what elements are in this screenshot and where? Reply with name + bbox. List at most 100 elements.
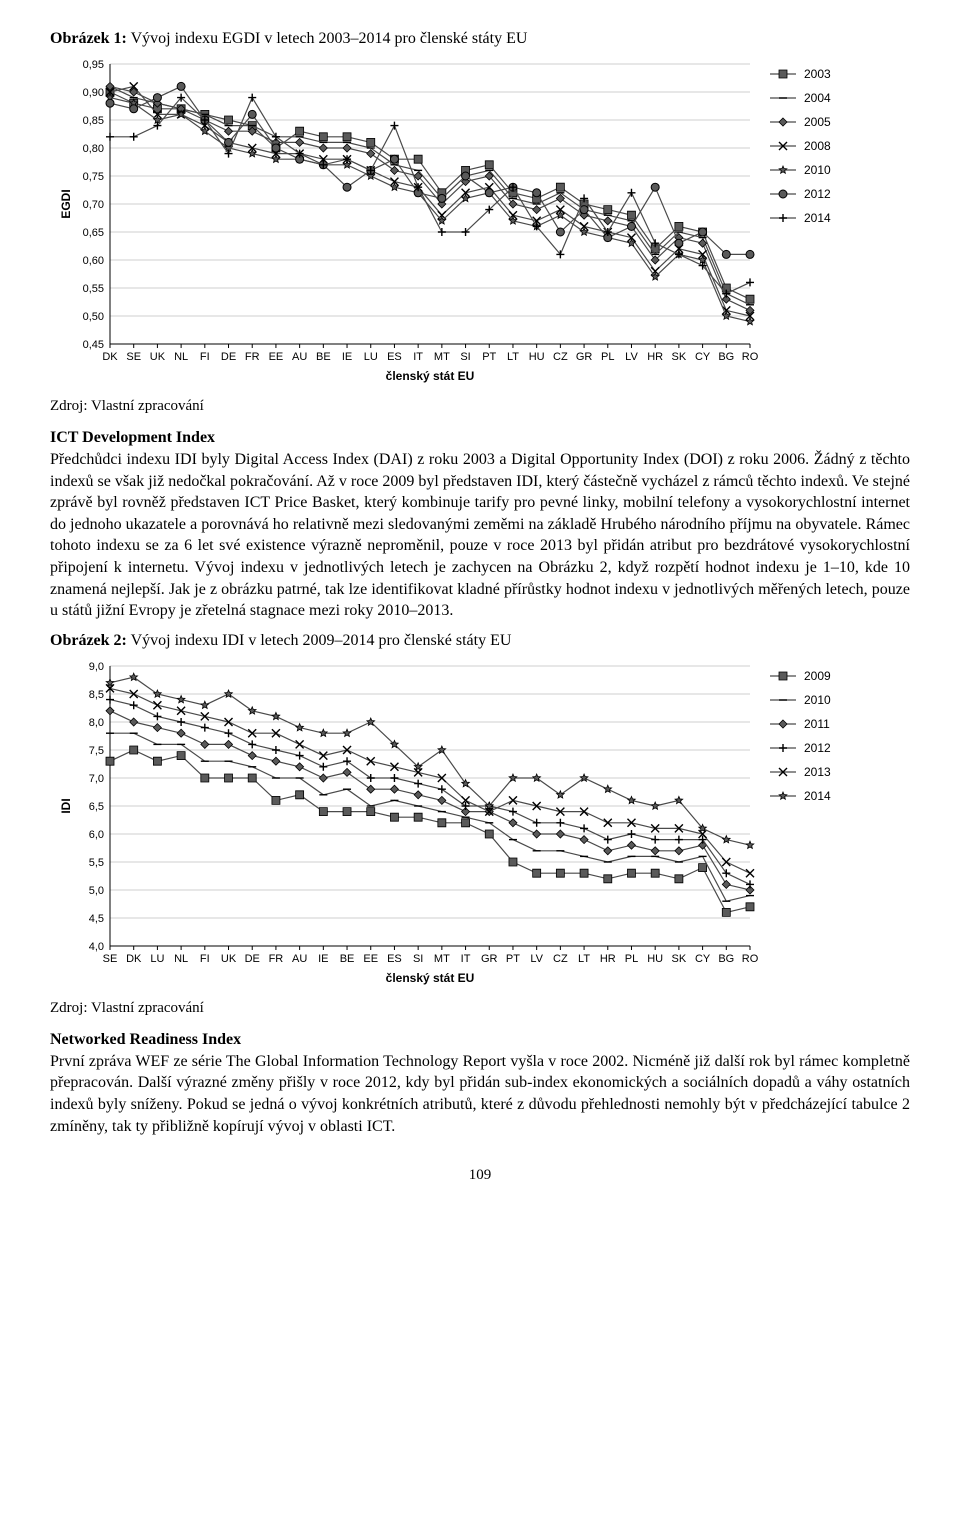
svg-text:LV: LV bbox=[625, 351, 638, 363]
svg-text:BG: BG bbox=[718, 953, 734, 965]
fig2-source: Zdroj: Vlastní zpracování bbox=[50, 1000, 910, 1017]
svg-text:HU: HU bbox=[529, 351, 545, 363]
fig2-caption: Obrázek 2: Vývoj indexu IDI v letech 200… bbox=[50, 632, 910, 650]
svg-text:0,70: 0,70 bbox=[83, 199, 104, 211]
svg-text:2010: 2010 bbox=[804, 163, 831, 177]
svg-text:PT: PT bbox=[506, 953, 520, 965]
svg-text:IE: IE bbox=[318, 953, 328, 965]
svg-text:RO: RO bbox=[742, 351, 759, 363]
svg-text:7,5: 7,5 bbox=[89, 745, 104, 757]
svg-text:7,0: 7,0 bbox=[89, 773, 104, 785]
svg-text:SE: SE bbox=[103, 953, 118, 965]
svg-text:PL: PL bbox=[601, 351, 614, 363]
svg-text:DK: DK bbox=[102, 351, 118, 363]
svg-text:LU: LU bbox=[150, 953, 164, 965]
svg-text:2011: 2011 bbox=[804, 717, 830, 731]
section1-heading: ICT Development Index bbox=[50, 429, 910, 447]
svg-text:ES: ES bbox=[387, 953, 402, 965]
svg-text:FI: FI bbox=[200, 351, 210, 363]
svg-text:SI: SI bbox=[460, 351, 470, 363]
svg-text:IDI: IDI bbox=[59, 798, 73, 813]
svg-text:2012: 2012 bbox=[804, 187, 831, 201]
svg-text:2009: 2009 bbox=[804, 669, 831, 683]
page-number: 109 bbox=[50, 1167, 910, 1184]
svg-text:UK: UK bbox=[150, 351, 166, 363]
svg-text:CY: CY bbox=[695, 953, 711, 965]
svg-text:SE: SE bbox=[126, 351, 141, 363]
svg-text:2008: 2008 bbox=[804, 139, 831, 153]
fig2-chart-container: 4,04,55,05,56,06,57,07,58,08,59,0SEDKLUN… bbox=[50, 656, 870, 996]
svg-text:2003: 2003 bbox=[804, 67, 831, 81]
svg-text:4,5: 4,5 bbox=[89, 913, 104, 925]
svg-text:HR: HR bbox=[600, 953, 616, 965]
svg-text:2012: 2012 bbox=[804, 741, 831, 755]
svg-text:2014: 2014 bbox=[804, 789, 831, 803]
svg-text:0,55: 0,55 bbox=[83, 283, 104, 295]
svg-text:0,75: 0,75 bbox=[83, 171, 104, 183]
svg-text:GR: GR bbox=[576, 351, 593, 363]
section2-heading: Networked Readiness Index bbox=[50, 1031, 910, 1049]
fig1-chart: 0,450,500,550,600,650,700,750,800,850,90… bbox=[50, 54, 870, 394]
svg-text:BG: BG bbox=[718, 351, 734, 363]
svg-text:0,50: 0,50 bbox=[83, 311, 104, 323]
svg-text:ES: ES bbox=[387, 351, 402, 363]
svg-text:NL: NL bbox=[174, 953, 188, 965]
svg-text:0,85: 0,85 bbox=[83, 115, 104, 127]
svg-text:IE: IE bbox=[342, 351, 352, 363]
svg-text:FR: FR bbox=[269, 953, 284, 965]
svg-text:2010: 2010 bbox=[804, 693, 831, 707]
svg-text:0,90: 0,90 bbox=[83, 87, 104, 99]
svg-text:DK: DK bbox=[126, 953, 142, 965]
fig2-chart: 4,04,55,05,56,06,57,07,58,08,59,0SEDKLUN… bbox=[50, 656, 870, 996]
svg-text:SK: SK bbox=[672, 953, 687, 965]
svg-text:LU: LU bbox=[364, 351, 378, 363]
svg-text:členský stát EU: členský stát EU bbox=[386, 971, 475, 985]
svg-text:2004: 2004 bbox=[804, 91, 831, 105]
fig1-caption-rest: Vývoj indexu EGDI v letech 2003–2014 pro… bbox=[127, 30, 528, 47]
fig1-chart-container: 0,450,500,550,600,650,700,750,800,850,90… bbox=[50, 54, 870, 394]
svg-text:0,65: 0,65 bbox=[83, 227, 104, 239]
svg-text:AU: AU bbox=[292, 351, 307, 363]
svg-text:UK: UK bbox=[221, 953, 237, 965]
svg-text:MT: MT bbox=[434, 351, 450, 363]
svg-text:HU: HU bbox=[647, 953, 663, 965]
fig1-caption: Obrázek 1: Vývoj indexu EGDI v letech 20… bbox=[50, 30, 910, 48]
svg-text:FR: FR bbox=[245, 351, 260, 363]
fig2-caption-bold: Obrázek 2: bbox=[50, 632, 127, 649]
svg-text:LV: LV bbox=[530, 953, 543, 965]
svg-text:DE: DE bbox=[245, 953, 260, 965]
svg-text:4,0: 4,0 bbox=[89, 941, 104, 953]
svg-text:5,0: 5,0 bbox=[89, 885, 104, 897]
svg-text:AU: AU bbox=[292, 953, 307, 965]
svg-text:2014: 2014 bbox=[804, 211, 831, 225]
svg-text:8,0: 8,0 bbox=[89, 717, 104, 729]
svg-text:EE: EE bbox=[363, 953, 378, 965]
svg-text:LT: LT bbox=[507, 351, 519, 363]
section2-paragraph: První zpráva WEF ze série The Global Inf… bbox=[50, 1051, 910, 1137]
svg-text:DE: DE bbox=[221, 351, 236, 363]
svg-text:MT: MT bbox=[434, 953, 450, 965]
svg-text:6,5: 6,5 bbox=[89, 801, 104, 813]
svg-text:BE: BE bbox=[316, 351, 331, 363]
svg-text:GR: GR bbox=[481, 953, 498, 965]
svg-text:IT: IT bbox=[461, 953, 471, 965]
svg-text:0,80: 0,80 bbox=[83, 143, 104, 155]
svg-text:BE: BE bbox=[340, 953, 355, 965]
svg-text:RO: RO bbox=[742, 953, 759, 965]
svg-text:PL: PL bbox=[625, 953, 638, 965]
svg-text:0,95: 0,95 bbox=[83, 59, 104, 71]
svg-text:6,0: 6,0 bbox=[89, 829, 104, 841]
svg-text:9,0: 9,0 bbox=[89, 661, 104, 673]
svg-text:SK: SK bbox=[672, 351, 687, 363]
svg-text:CY: CY bbox=[695, 351, 711, 363]
svg-text:LT: LT bbox=[578, 953, 590, 965]
svg-text:0,45: 0,45 bbox=[83, 339, 104, 351]
svg-text:NL: NL bbox=[174, 351, 188, 363]
svg-text:FI: FI bbox=[200, 953, 210, 965]
svg-text:EGDI: EGDI bbox=[59, 189, 73, 218]
svg-text:SI: SI bbox=[413, 953, 423, 965]
svg-text:2005: 2005 bbox=[804, 115, 831, 129]
fig1-source: Zdroj: Vlastní zpracování bbox=[50, 398, 910, 415]
svg-text:HR: HR bbox=[647, 351, 663, 363]
fig1-caption-bold: Obrázek 1: bbox=[50, 30, 127, 47]
